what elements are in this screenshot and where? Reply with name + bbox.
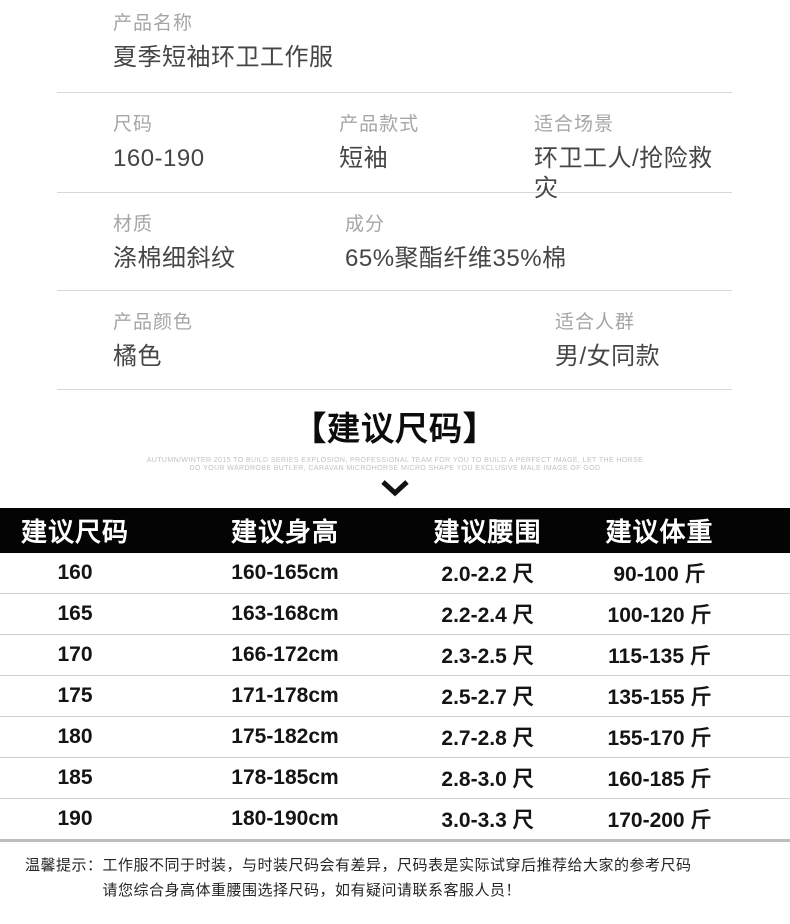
spec-value: 男/女同款 (555, 343, 661, 370)
watermark-line-1: AUTUMN/WINTER 2015 TO BUILD SERIES EXPLO… (146, 457, 644, 464)
spec-value: 短袖 (339, 145, 389, 172)
cell-weight: 115-135 斤 (555, 634, 790, 676)
cell-size: 180 (0, 716, 150, 758)
cell-waist: 2.2-2.4 尺 (420, 593, 555, 635)
notice: 温馨提示： 工作服不同于时装，与时装尺码会有差异，尺码表是实际试穿后推荐给大家的… (0, 842, 790, 903)
cell-height: 175-182cm (150, 716, 420, 758)
spec-row-material-composition: 材质 涤棉细斜纹 成分 65%聚酯纤维35%棉 (57, 193, 732, 291)
spec-color: 产品颜色 橘色 (113, 311, 555, 389)
cell-waist: 2.0-2.2 尺 (420, 553, 555, 594)
cell-weight: 155-170 斤 (555, 716, 790, 758)
cell-waist: 2.8-3.0 尺 (420, 757, 555, 799)
notice-lines: 工作服不同于时装，与时装尺码会有差异，尺码表是实际试穿后推荐给大家的参考尺码 请… (103, 853, 692, 903)
table-row: 175 171-178cm 2.5-2.7 尺 135-155 斤 (0, 675, 790, 717)
spec-value: 65%聚酯纤维35%棉 (345, 245, 567, 272)
notice-line-2: 请您综合身高体重腰围选择尺码，如有疑问请联系客服人员！ (102, 882, 522, 899)
cell-weight: 100-120 斤 (555, 593, 790, 635)
cell-weight: 90-100 斤 (555, 553, 790, 594)
cell-weight: 160-185 斤 (555, 757, 790, 799)
spec-style: 产品款式 短袖 (339, 113, 534, 192)
cell-height: 171-178cm (150, 675, 420, 717)
cell-waist: 2.7-2.8 尺 (420, 716, 555, 758)
header-cell-height: 建议身高 (150, 508, 420, 553)
spec-value: 涤棉细斜纹 (113, 245, 236, 272)
table-row: 165 163-168cm 2.2-2.4 尺 100-120 斤 (0, 593, 790, 635)
size-guide-table: 建议尺码 建议身高 建议腰围 建议体重 160 160-165cm 2.0-2.… (0, 508, 790, 842)
cell-size: 165 (0, 593, 150, 635)
cell-height: 178-185cm (150, 757, 420, 799)
spec-row-size-style-scene: 尺码 160-190 产品款式 短袖 适合场景 环卫工人/抢险救灾 (57, 93, 732, 202)
spec-value: 橘色 (113, 343, 162, 370)
spec-label: 成分 (345, 214, 386, 235)
cell-size: 175 (0, 675, 150, 717)
cell-height: 166-172cm (150, 634, 420, 676)
spec-material: 材质 涤棉细斜纹 (113, 213, 345, 290)
cell-weight: 170-200 斤 (607, 809, 712, 832)
table-row: 180 175-182cm 2.7-2.8 尺 155-170 斤 (0, 716, 790, 758)
spec-label: 适合场景 (534, 114, 615, 135)
header-cell-weight: 建议体重 (555, 508, 790, 553)
spec-product-name: 产品名称 夏季短袖环卫工作服 (113, 12, 334, 92)
spec-composition: 成分 65%聚酯纤维35%棉 (345, 213, 567, 290)
spec-label: 产品款式 (339, 114, 420, 135)
spec-label: 材质 (113, 214, 154, 235)
notice-prefix: 温馨提示： (25, 857, 103, 874)
spec-label: 适合人群 (555, 312, 636, 333)
product-specs-section: 产品名称 夏季短袖环卫工作服 尺码 160-190 产品款式 短袖 适合场景 环… (0, 0, 790, 390)
header-cell-size: 建议尺码 (0, 508, 150, 553)
spec-row-product-name: 产品名称 夏季短袖环卫工作服 (57, 0, 732, 93)
spec-group: 适合人群 男/女同款 (555, 311, 660, 389)
cell-weight: 135-155 斤 (555, 675, 790, 717)
table-row: 170 166-172cm 2.3-2.5 尺 115-135 斤 (0, 634, 790, 676)
chevron-down-icon (0, 480, 790, 497)
spec-value: 环卫工人/抢险救灾 (534, 145, 713, 202)
spec-label: 尺码 (113, 114, 154, 135)
header-row: 建议尺码 建议身高 建议腰围 建议体重 (0, 508, 790, 553)
spec-value: 160-190 (113, 145, 205, 172)
watermark-text: AUTUMN/WINTER 2015 TO BUILD SERIES EXPLO… (0, 457, 790, 473)
cell-size: 190 (57, 807, 93, 830)
watermark-line-2: DO YOUR WARDROBE BUTLER, CARAVAN MICROHO… (189, 465, 601, 472)
cell-height: 163-168cm (150, 593, 420, 635)
table-row: 185 178-185cm 2.8-3.0 尺 160-185 斤 (0, 757, 790, 799)
cell-size: 170 (0, 634, 150, 676)
table-row: 190 180-190cm 3.0-3.3 尺 170-200 斤 (0, 799, 790, 841)
cell-waist: 3.0-3.3 尺 (441, 809, 534, 832)
spec-scene: 适合场景 环卫工人/抢险救灾 (534, 113, 732, 202)
cell-size: 185 (0, 757, 150, 799)
notice-line-1: 工作服不同于时装，与时装尺码会有差异，尺码表是实际试穿后推荐给大家的参考尺码 (102, 857, 692, 874)
size-table-header: 建议尺码 建议身高 建议腰围 建议体重 (0, 508, 790, 553)
spec-value: 夏季短袖环卫工作服 (113, 44, 334, 71)
header-cell-waist: 建议腰围 (420, 508, 555, 553)
spec-size: 尺码 160-190 (113, 113, 339, 192)
spec-label: 产品名称 (113, 13, 194, 34)
cell-height: 180-190cm (231, 807, 339, 830)
cell-waist: 2.5-2.7 尺 (420, 675, 555, 717)
cell-waist: 2.3-2.5 尺 (420, 634, 555, 676)
spec-row-color-group: 产品颜色 橘色 适合人群 男/女同款 (57, 291, 732, 390)
size-guide-heading: 【建议尺码】 (293, 410, 497, 447)
cell-height: 160-165cm (150, 553, 420, 594)
table-row: 160 160-165cm 2.0-2.2 尺 90-100 斤 (0, 553, 790, 594)
cell-size: 160 (0, 553, 150, 594)
size-table-body: 160 160-165cm 2.0-2.2 尺 90-100 斤 165 163… (0, 553, 790, 841)
spec-label: 产品颜色 (113, 312, 194, 333)
